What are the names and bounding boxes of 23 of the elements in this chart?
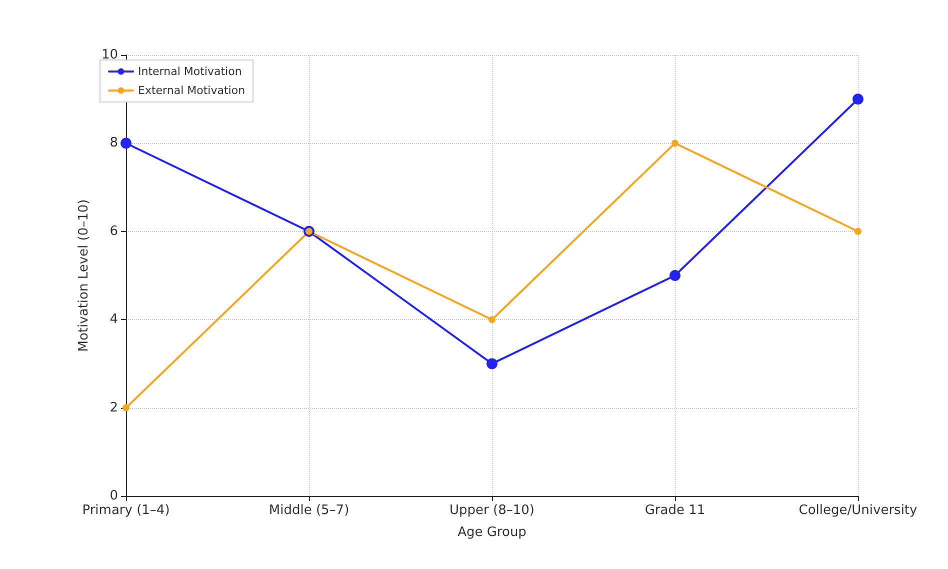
y-tick-label: 4	[110, 312, 118, 328]
legend-label: External Motivation	[138, 84, 246, 97]
point	[120, 138, 132, 149]
legend-label: Internal Motivation	[138, 65, 242, 78]
y-tick-label: 0	[110, 488, 118, 504]
y-tick-label: 6	[110, 224, 118, 239]
x-tick-label: College/University	[798, 503, 918, 518]
x-axis-title: Age Group	[458, 525, 526, 540]
point	[122, 404, 130, 412]
point	[486, 358, 498, 370]
point	[670, 270, 680, 281]
y-tick-label: 2	[110, 400, 118, 416]
x-tick-label: Primary (1–4)	[82, 503, 170, 518]
x-tick-label: Grade 11	[644, 503, 706, 518]
x-tick-label: Middle (5–7)	[268, 503, 350, 518]
y-tick-label: 8	[110, 136, 118, 151]
point	[672, 140, 678, 147]
point	[852, 94, 864, 105]
y-axis-title: Motivation Level (0–10)	[76, 199, 92, 352]
y-tick-label: 10	[101, 48, 118, 62]
x-tick-label: Upper (8–10)	[450, 503, 534, 518]
point	[488, 316, 496, 324]
point	[854, 228, 862, 235]
